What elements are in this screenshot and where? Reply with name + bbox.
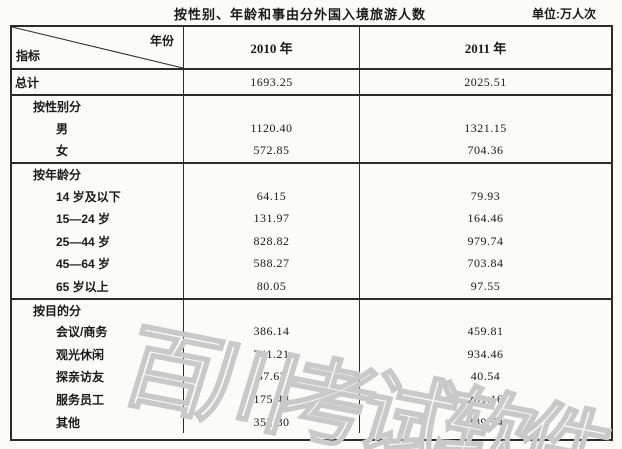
- row-label: 探亲访友: [56, 370, 105, 385]
- value-2011: 164.46: [359, 207, 611, 230]
- value-2011: [359, 299, 611, 321]
- value-2010: 1693.25: [183, 70, 359, 95]
- row-label: 男: [56, 121, 69, 136]
- value-2011: 1321.15: [359, 116, 611, 140]
- table-row-age-25-44: 25—44 岁 828.82 979.74: [12, 229, 611, 253]
- value-2011: [359, 164, 611, 185]
- value-2011: 459.81: [359, 320, 611, 343]
- table-row-male: 男 1120.40 1321.15: [12, 116, 611, 140]
- table-row-visiting-relatives: 探亲访友 37.62 40.54: [12, 365, 611, 389]
- table-row-age-15-24: 15—24 岁 131.97 164.46: [12, 207, 611, 230]
- table-row-other: 其他 352.80 389.54: [12, 410, 611, 434]
- table-row-total: 总计 1693.25 2025.51: [12, 70, 611, 95]
- column-header-2011: 2011 年: [359, 27, 611, 68]
- row-label: 14 岁及以下: [56, 189, 121, 204]
- table-row-sightseeing-leisure: 观光休闲 741.21 934.46: [12, 342, 611, 366]
- row-label: 总计: [15, 75, 40, 90]
- table-row-age-0-14: 14 岁及以下 64.15 79.93: [12, 184, 611, 208]
- value-2010: 64.15: [183, 184, 359, 208]
- row-label: 按年龄分: [33, 167, 82, 182]
- value-2011: 704.36: [359, 139, 611, 163]
- column-header-2010: 2010 年: [183, 27, 359, 68]
- row-label: 15—24 岁: [56, 212, 111, 227]
- table-row-meeting-business: 会议/商务 386.14 459.81: [12, 320, 611, 343]
- value-2010: [183, 164, 359, 185]
- table-header-row: 年份 指标 2010 年 2011 年: [12, 27, 611, 70]
- value-2010: 572.85: [183, 139, 359, 163]
- row-label: 服务员工: [56, 392, 105, 407]
- row-label: 65 岁以上: [56, 279, 109, 294]
- value-2011: 934.46: [359, 342, 611, 366]
- value-2011: 40.54: [359, 365, 611, 389]
- row-label: 45—64 岁: [56, 257, 111, 272]
- table-row-section-gender: 按性别分: [12, 94, 611, 117]
- value-2010: 37.62: [183, 365, 359, 389]
- value-2011: 389.54: [359, 410, 611, 434]
- table-row-age-65-plus: 65 岁以上 80.05 97.55: [12, 275, 611, 298]
- table-row-section-purpose: 按目的分: [12, 297, 611, 321]
- table-row-section-age: 按年龄分: [12, 162, 611, 185]
- value-2010: 588.27: [183, 252, 359, 276]
- value-2010: 386.14: [183, 320, 359, 343]
- value-2011: 79.93: [359, 184, 611, 208]
- value-2010: 1120.40: [183, 116, 359, 140]
- value-2011: 2025.51: [359, 70, 611, 95]
- statistics-table: 年份 指标 2010 年 2011 年 总计 1693.25 2025.51 按…: [10, 25, 613, 441]
- value-2010: 80.05: [183, 275, 359, 298]
- value-2011: 201.16: [359, 388, 611, 411]
- value-2010: 131.97: [183, 207, 359, 230]
- value-2010: [183, 299, 359, 321]
- value-2010: [183, 96, 359, 117]
- value-2010: 828.82: [183, 229, 359, 253]
- row-label: 其他: [56, 415, 81, 430]
- header-indicator-label: 指标: [16, 49, 41, 63]
- row-label: 25—44 岁: [56, 234, 111, 249]
- table-row-female: 女 572.85 704.36: [12, 139, 611, 163]
- value-2010: 741.21: [183, 342, 359, 366]
- header-year-label: 年份: [149, 34, 174, 48]
- table-row-service-staff: 服务员工 175.48 201.16: [12, 388, 611, 411]
- unit-label: 单位:万人次: [532, 7, 596, 21]
- row-label: 按目的分: [33, 303, 82, 318]
- diagonal-header-cell: 年份 指标: [12, 27, 183, 68]
- row-label: 女: [56, 144, 69, 159]
- value-2010: 352.80: [183, 410, 359, 434]
- diagonal-divider-line: [12, 27, 183, 68]
- row-label: 按性别分: [33, 100, 82, 115]
- value-2011: 97.55: [359, 275, 611, 298]
- value-2010: 175.48: [183, 388, 359, 411]
- value-2011: 979.74: [359, 229, 611, 253]
- table-row-age-45-64: 45—64 岁 588.27 703.84: [12, 252, 611, 276]
- row-label: 会议/商务: [56, 325, 108, 340]
- row-label: 观光休闲: [56, 347, 105, 362]
- table-title: 按性别、年龄和事由分外国入境旅游人数: [173, 7, 426, 22]
- value-2011: 703.84: [359, 252, 611, 276]
- value-2011: [359, 96, 611, 117]
